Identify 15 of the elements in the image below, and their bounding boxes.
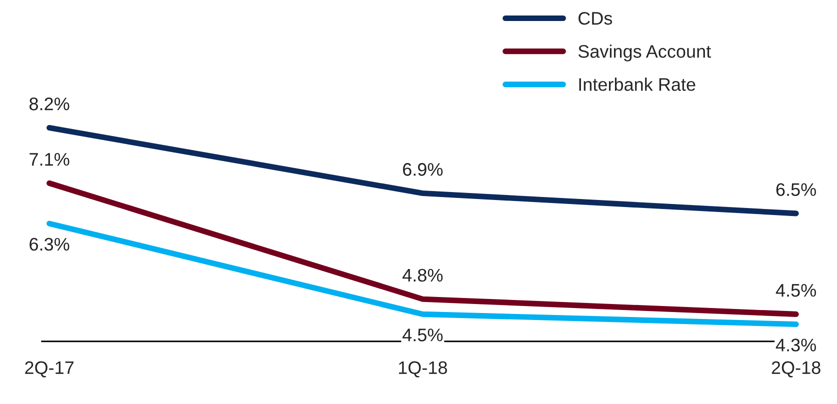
data-label: 7.1% <box>30 153 70 166</box>
data-label: 8.2% <box>30 98 70 110</box>
data-label: 4.5% <box>402 328 443 342</box>
data-label: 4.8% <box>402 268 443 282</box>
x-tick-label: 1Q-18 <box>398 361 447 378</box>
data-label: 6.3% <box>30 238 70 251</box>
legend-label: Interbank Rate <box>579 78 696 91</box>
legend-label: CDs <box>578 12 612 25</box>
x-tick-label: 2Q-18 <box>772 361 820 378</box>
legend-label: Savings Account <box>578 44 711 62</box>
data-label: 4.5% <box>776 284 816 297</box>
data-label: 4.3% <box>776 338 816 352</box>
x-tick-label: 2Q-17 <box>25 361 74 378</box>
data-label: 6.9% <box>403 163 443 176</box>
data-label: 6.5% <box>776 183 816 196</box>
